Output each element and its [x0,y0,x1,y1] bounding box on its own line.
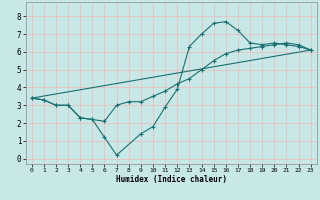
X-axis label: Humidex (Indice chaleur): Humidex (Indice chaleur) [116,175,227,184]
